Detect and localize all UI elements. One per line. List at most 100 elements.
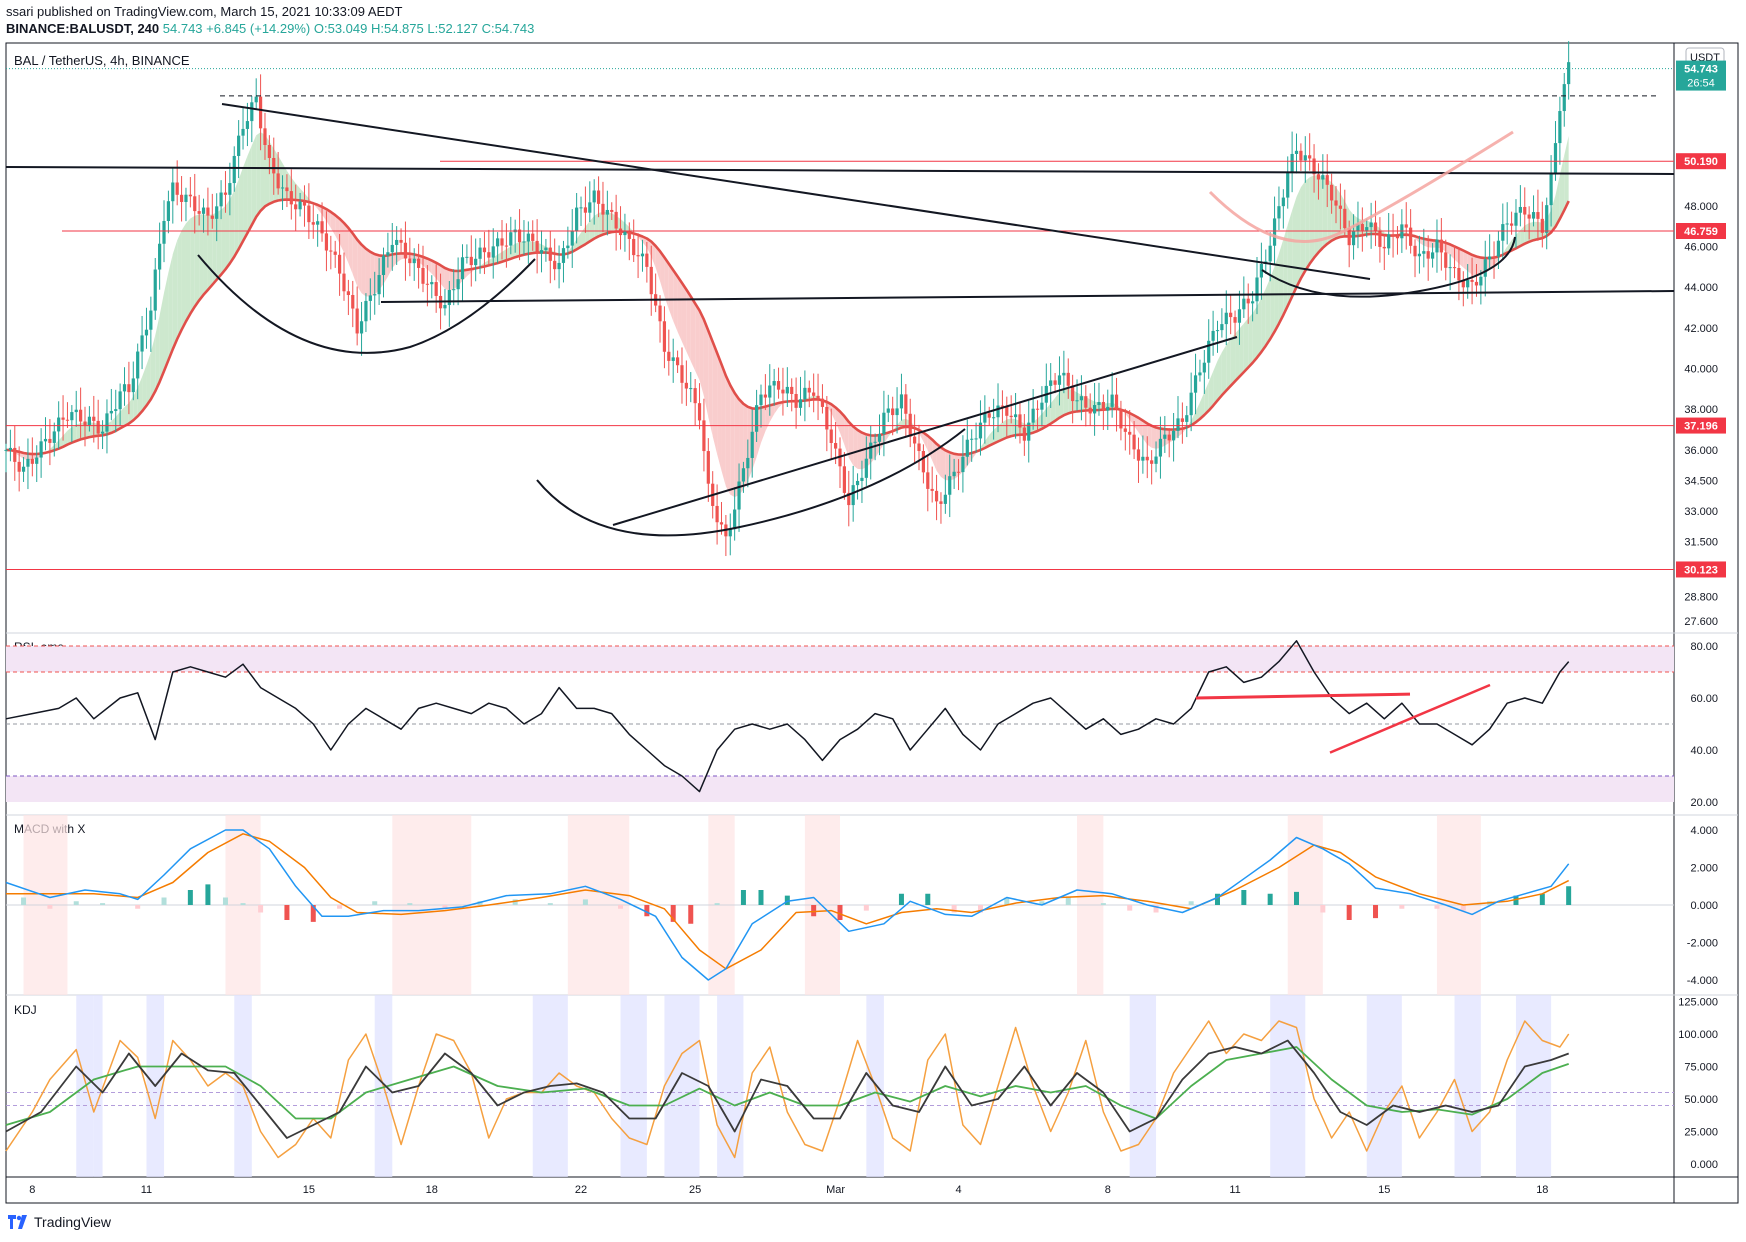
ema-cloud-segment xyxy=(936,443,941,477)
macd-histogram-bar xyxy=(47,905,53,909)
ema-cloud-segment xyxy=(1147,423,1152,448)
candle-down xyxy=(596,190,601,204)
candle-up xyxy=(1255,277,1259,302)
candle-down xyxy=(1338,205,1342,209)
candle-down xyxy=(1132,434,1136,450)
ema-cloud-segment xyxy=(831,404,836,423)
candle-up xyxy=(1172,430,1176,441)
candle-up xyxy=(1303,155,1307,161)
ema-cloud-segment xyxy=(392,253,397,269)
drawings xyxy=(5,103,1675,537)
ema-cloud-segment xyxy=(185,218,191,322)
tradingview-logo[interactable]: TradingView xyxy=(8,1214,111,1230)
macd-histogram-bar xyxy=(758,890,764,905)
candle-up xyxy=(640,253,645,257)
kdj-signal-zone xyxy=(1270,995,1306,1177)
candle-up xyxy=(877,433,882,442)
candle-up xyxy=(741,468,746,482)
ema-cloud-segment xyxy=(1252,306,1257,363)
candle-up xyxy=(52,431,56,443)
candle-up xyxy=(144,329,149,336)
candle-down xyxy=(487,252,491,258)
candle-up xyxy=(1097,401,1101,406)
ema-cloud-segment xyxy=(164,272,169,372)
ema-cloud-segment xyxy=(523,241,529,255)
candle-up xyxy=(1365,227,1369,231)
ema-cloud-segment xyxy=(1292,196,1297,297)
ema-cloud-segment xyxy=(1555,175,1560,227)
candle-up xyxy=(149,310,153,330)
ema-cloud-segment xyxy=(695,303,700,381)
ema-cloud-segment xyxy=(1006,418,1012,438)
candle-up xyxy=(87,416,91,425)
candle-down xyxy=(1426,251,1430,259)
macd-histogram-bar xyxy=(442,905,448,909)
ema-cloud-segment xyxy=(1002,419,1007,440)
ema-cloud-segment xyxy=(598,211,603,237)
candle-down xyxy=(1413,245,1417,257)
trendline-neckline-lower xyxy=(380,290,1675,303)
ema-cloud-segment xyxy=(581,226,586,247)
ema-cloud-segment xyxy=(1318,175,1323,253)
kdj-axis-tick: 125.000 xyxy=(1678,997,1718,1009)
ema-cloud-segment xyxy=(1257,297,1262,358)
candle-up xyxy=(772,381,776,386)
candle-up xyxy=(961,456,965,473)
ema-cloud-segment xyxy=(207,214,213,290)
ema-cloud-segment xyxy=(423,256,428,270)
rsi-oversold-band xyxy=(6,776,1674,802)
candle-up xyxy=(1466,279,1470,288)
candle-down xyxy=(338,254,342,274)
ema-cloud-segment xyxy=(111,416,116,433)
candle-up xyxy=(970,438,974,440)
price-pane xyxy=(4,41,1674,570)
macd-histogram-bar xyxy=(258,905,264,913)
ema-cloud-segment xyxy=(1199,392,1205,420)
candle-up xyxy=(1075,400,1079,402)
candle-down xyxy=(333,251,337,255)
price-label-text: 50.190 xyxy=(1684,156,1718,168)
ema-cloud-segment xyxy=(203,214,208,295)
candle-up xyxy=(412,258,416,264)
candle-down xyxy=(1527,214,1531,219)
ema-cloud-segment xyxy=(840,411,845,445)
candle-up xyxy=(1422,251,1426,254)
macd-histogram-bar xyxy=(1399,905,1405,909)
candle-up xyxy=(570,231,574,246)
candle-down xyxy=(324,233,329,251)
trendline-neckline-upper xyxy=(5,166,1675,175)
candle-up xyxy=(952,471,956,477)
candle-down xyxy=(1299,150,1303,161)
candle-down xyxy=(684,382,688,389)
candle-down xyxy=(1536,212,1540,219)
candle-down xyxy=(1233,317,1237,323)
candle-up xyxy=(162,221,166,244)
candle-up xyxy=(1198,372,1202,376)
candle-down xyxy=(794,394,798,408)
macd-histogram-bar xyxy=(1039,901,1045,905)
candle-down xyxy=(891,408,895,416)
ema-cloud-segment xyxy=(295,183,301,201)
price-axis-tick: 46.000 xyxy=(1684,241,1718,253)
price-axis-tick: 44.000 xyxy=(1684,282,1718,294)
candle-down xyxy=(399,239,403,243)
ema-cloud-segment xyxy=(128,396,134,424)
macd-histogram-bar xyxy=(372,901,378,905)
ema-cloud-segment xyxy=(1204,382,1209,416)
ema-cloud-segment xyxy=(1494,256,1499,266)
candle-up xyxy=(755,405,759,432)
macd-histogram-bar xyxy=(1127,905,1133,911)
kdj-signal-zone xyxy=(1129,995,1157,1177)
chart-canvas[interactable]: BAL / TetherUS, 4h, BINANCE RSI_ema MACD… xyxy=(0,37,1746,1242)
candle-up xyxy=(671,357,675,361)
macd-histogram-bar xyxy=(925,893,931,905)
candle-down xyxy=(329,250,333,252)
ema-cloud-segment xyxy=(502,249,507,262)
candle-up xyxy=(996,405,1000,418)
ema-cloud-segment xyxy=(690,296,696,371)
kdj-signal-zone xyxy=(620,995,647,1177)
ema-cloud-segment xyxy=(1134,415,1139,433)
candle-up xyxy=(1553,143,1558,175)
candle-up xyxy=(1545,205,1549,233)
ema-cloud-segment xyxy=(1055,392,1060,421)
